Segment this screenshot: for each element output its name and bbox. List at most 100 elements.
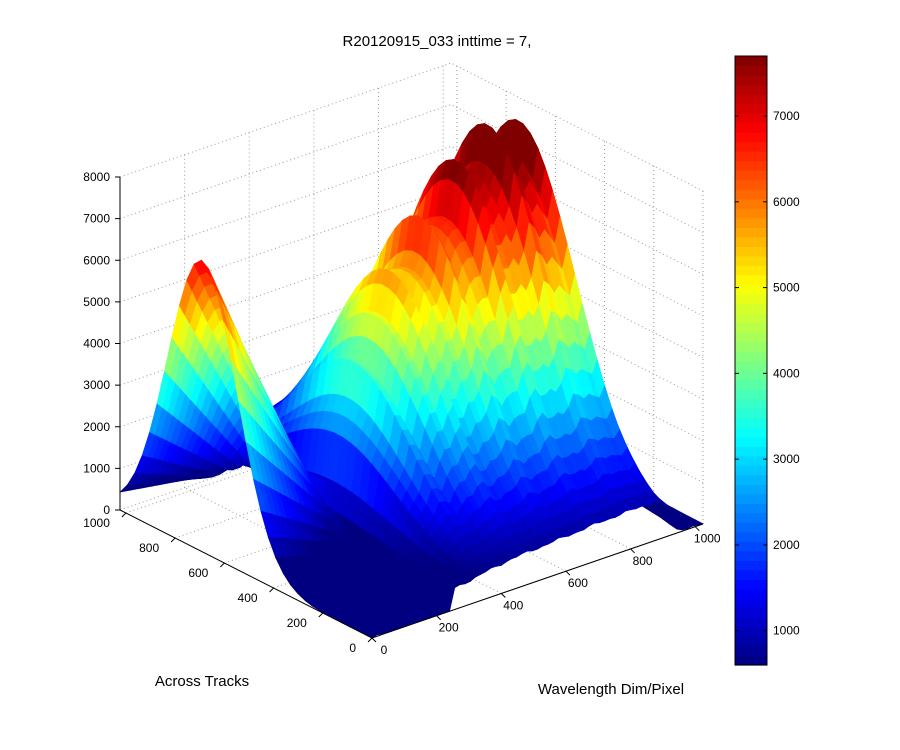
colorbar-swatch xyxy=(735,579,767,590)
z-tick-label: 3000 xyxy=(83,378,110,392)
colorbar-swatch xyxy=(735,151,767,162)
colorbar-swatch xyxy=(735,84,767,95)
colorbar-swatch xyxy=(735,274,767,285)
colorbar-swatch xyxy=(735,512,767,523)
grid-line xyxy=(119,145,704,275)
colorbar-swatch xyxy=(735,170,767,181)
x-tick-label: 800 xyxy=(633,554,653,568)
colorbar-swatch xyxy=(735,617,767,628)
colorbar-swatch xyxy=(735,312,767,324)
surface-mesh xyxy=(119,118,704,639)
x-tick-mark xyxy=(500,593,506,598)
y-tick-label: 600 xyxy=(188,566,208,580)
z-tick-label: 7000 xyxy=(83,212,110,226)
colorbar-swatch xyxy=(735,370,767,381)
colorbar-swatch xyxy=(735,417,767,428)
colorbar-tick-label: 7000 xyxy=(773,109,800,123)
colorbar-swatch xyxy=(735,465,767,476)
colorbar-swatch xyxy=(735,560,767,571)
colorbar-swatch xyxy=(735,350,767,362)
colorbar-swatch xyxy=(735,217,767,228)
colorbar-swatch xyxy=(735,531,767,542)
colorbar-swatch xyxy=(735,160,767,171)
colorbar-swatch xyxy=(735,398,767,409)
z-tick-label: 8000 xyxy=(83,170,110,184)
colorbar-swatch xyxy=(735,236,767,247)
colorbar-swatch xyxy=(735,189,767,200)
colorbar-swatch xyxy=(735,293,767,305)
colorbar: 1000 2000 3000 4000 5000 6000 7000 xyxy=(734,55,800,666)
colorbar-swatch xyxy=(735,436,767,447)
x-tick-label: 400 xyxy=(503,598,523,612)
colorbar-swatch xyxy=(735,132,767,143)
y-tick-label: 200 xyxy=(287,616,307,630)
y-tick-mark xyxy=(170,537,176,543)
z-tick-label: 1000 xyxy=(83,461,110,475)
colorbar-swatch xyxy=(735,569,767,580)
colorbar-swatch xyxy=(735,588,767,599)
colorbar-frame xyxy=(734,55,768,666)
colorbar-swatch xyxy=(735,227,767,238)
x-tick-mark xyxy=(565,570,571,576)
chart-title: R20120915_033 inttime = 7, xyxy=(343,33,532,50)
colorbar-swatch xyxy=(735,541,767,552)
z-tick-label: 6000 xyxy=(83,253,110,267)
colorbar-swatch xyxy=(735,645,767,657)
colorbar-swatch xyxy=(735,389,767,400)
colorbar-swatch xyxy=(735,246,767,257)
colorbar-swatch xyxy=(735,484,767,495)
colorbar-swatch xyxy=(735,94,767,105)
colorbar-swatch xyxy=(735,493,767,504)
z-tick-label: 4000 xyxy=(83,337,110,351)
grid-line xyxy=(119,395,704,525)
y-tick-label: 0 xyxy=(349,641,356,655)
tick-labels: 0200400600800100002004006008001000010002… xyxy=(83,170,721,657)
colorbar-tick-label: 3000 xyxy=(773,452,800,466)
colorbar-tick-label: 4000 xyxy=(773,366,800,380)
y-tick-mark xyxy=(367,637,373,643)
colorbar-tick-label: 6000 xyxy=(773,195,800,209)
colorbar-swatch xyxy=(735,408,767,419)
z-tick-label: 2000 xyxy=(83,420,110,434)
x-tick-mark xyxy=(694,526,700,532)
colorbar-swatch xyxy=(735,607,767,619)
colorbar-swatch xyxy=(735,322,767,333)
colorbar-swatch xyxy=(735,503,767,514)
colorbar-swatch xyxy=(735,122,767,133)
z-tick-label: 0 xyxy=(103,503,110,517)
colorbar-swatch xyxy=(735,455,767,466)
colorbar-swatch xyxy=(735,141,767,152)
colorbar-swatch xyxy=(735,56,767,67)
colorbar-tick-label: 2000 xyxy=(773,538,800,552)
colorbar-tick-label: 5000 xyxy=(773,281,800,295)
x-tick-mark xyxy=(630,548,635,554)
colorbar-swatch xyxy=(735,65,767,76)
y-tick-mark xyxy=(121,512,127,518)
colorbar-swatch xyxy=(735,636,767,647)
y-tick-mark xyxy=(269,587,274,593)
y-tick-label: 1000 xyxy=(83,516,110,530)
colorbar-swatch xyxy=(735,474,767,485)
colorbar-swatch xyxy=(735,208,767,219)
x-tick-label: 600 xyxy=(568,576,588,590)
colorbar-swatch xyxy=(735,331,767,343)
y-tick-label: 400 xyxy=(238,591,258,605)
colorbar-swatch xyxy=(735,360,767,371)
colorbar-swatch xyxy=(735,341,767,352)
x-tick-label: 200 xyxy=(439,621,459,635)
y-tick-label: 800 xyxy=(139,541,159,555)
colorbar-swatch xyxy=(735,379,767,390)
y-axis-label: Across Tracks xyxy=(155,673,249,690)
colorbar-swatch xyxy=(735,655,767,666)
y-tick-mark xyxy=(318,612,324,618)
colorbar-swatch xyxy=(735,284,767,295)
colorbar-swatch xyxy=(735,265,767,276)
colorbar-swatch xyxy=(735,103,767,114)
grid-line xyxy=(119,62,704,192)
colorbar-swatch xyxy=(735,75,767,86)
y-tick-mark xyxy=(219,562,225,568)
colorbar-swatch xyxy=(735,198,767,209)
z-tick-label: 5000 xyxy=(83,295,110,309)
